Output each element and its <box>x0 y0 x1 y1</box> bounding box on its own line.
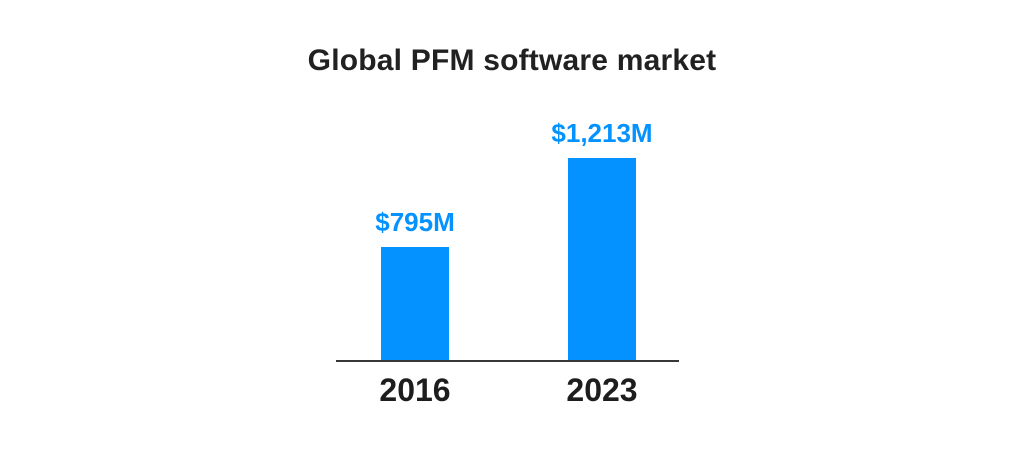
bar-group-2023: $1,213M <box>551 120 653 361</box>
x-axis-label-2016: 2016 <box>379 372 451 408</box>
bar-2016 <box>381 247 449 361</box>
x-axis-label-2023: 2023 <box>566 372 638 408</box>
bar-group-2016: $795M <box>375 209 455 361</box>
x-axis-line <box>336 360 679 362</box>
bar-2023 <box>568 158 636 361</box>
bar-value-label-2023: $1,213M <box>551 118 653 148</box>
bar-value-label-2016: $795M <box>375 207 455 237</box>
chart-title: Global PFM software market <box>307 44 717 77</box>
